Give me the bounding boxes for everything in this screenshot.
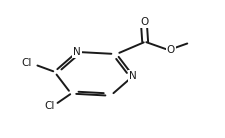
Text: O: O (139, 18, 148, 27)
Text: O: O (166, 45, 174, 55)
Text: Cl: Cl (21, 59, 31, 68)
Text: Cl: Cl (44, 101, 55, 111)
Text: N: N (73, 47, 81, 57)
Text: N: N (129, 71, 136, 81)
